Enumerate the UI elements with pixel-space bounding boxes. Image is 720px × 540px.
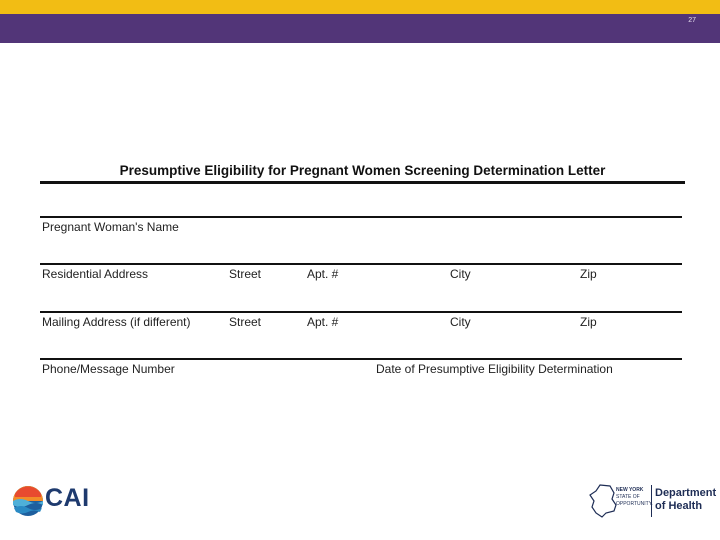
slide-number: 27 [688,17,696,24]
mailing-street-label: Street [229,315,262,329]
residential-street-label: Street [229,267,262,281]
residential-apt-label: Apt. # [307,267,339,281]
nys-line-3: OPPORTUNITY. [616,501,653,507]
nys-line-2: STATE OF [616,494,640,500]
residential-city-label: City [450,267,471,281]
title-underline [40,181,685,184]
residential-zip-label: Zip [580,267,597,281]
dept-of-health-text: Department of Health [655,487,716,513]
nys-doh-logo: NEW YORK STATE OF OPPORTUNITY. Departmen… [588,481,716,523]
mailing-zip-label: Zip [580,315,597,329]
residential-address-line [40,263,682,265]
cai-emblem-icon [13,486,43,516]
header-gold-band [0,0,720,14]
header-purple-band [0,14,720,43]
determination-date-label: Date of Presumptive Eligibility Determin… [376,362,613,376]
phone-label: Phone/Message Number [42,362,175,376]
mailing-apt-label: Apt. # [307,315,339,329]
residential-address-label: Residential Address [42,267,149,281]
logo-divider [651,485,652,517]
name-signature-line [40,216,682,218]
name-label: Pregnant Woman's Name [42,220,179,234]
form-title: Presumptive Eligibility for Pregnant Wom… [119,163,606,178]
mailing-address-label: Mailing Address (if different) [42,315,191,329]
new-york-state-map-icon [589,484,617,518]
dept-line-1: Department [655,487,717,499]
cai-logo-text: CAI [45,484,90,512]
cai-logo [12,482,92,520]
mailing-address-line [40,311,682,313]
mailing-city-label: City [450,315,471,329]
dept-line-2: of Health [655,500,703,512]
nys-line-1: NEW YORK [616,487,644,493]
phone-date-line [40,358,682,360]
